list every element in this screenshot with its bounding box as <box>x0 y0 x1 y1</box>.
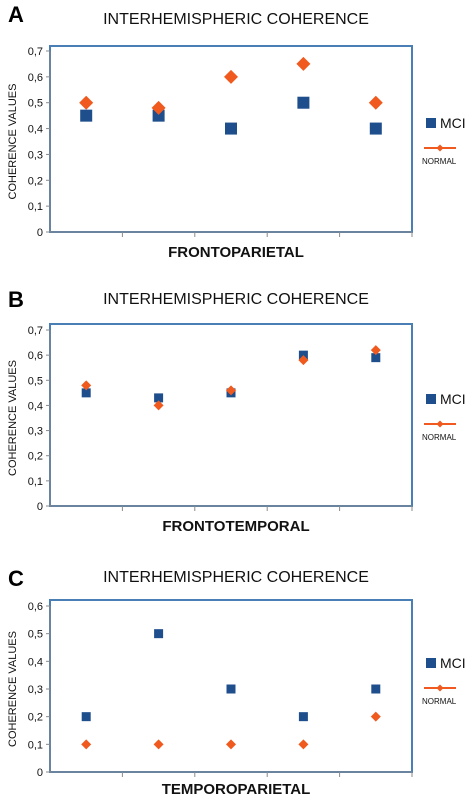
data-point-mci <box>297 96 310 109</box>
chart-panel-c: C INTERHEMISPHERIC COHERENCE 0 0,1 0,2 0,3 0,4… <box>7 566 466 798</box>
data-point-normal <box>298 739 309 750</box>
panel-label: C <box>8 566 24 591</box>
legend-marker-mci <box>426 658 436 668</box>
chart-title: INTERHEMISPHERIC COHERENCE <box>103 569 369 586</box>
y-tick-label: 0,5 <box>28 629 43 641</box>
data-point-normal <box>153 400 164 411</box>
x-axis-label: FRONTOPARIETAL <box>168 244 304 261</box>
y-tick-label: 0,4 <box>28 124 43 136</box>
data-point-mci <box>369 122 382 135</box>
legend-marker-mci <box>426 394 436 404</box>
y-tick-label: 0,2 <box>28 175 43 187</box>
data-point-mci <box>154 393 164 403</box>
y-axis-label: COHERENCE VALUES <box>7 84 19 200</box>
y-tick-label: 0,1 <box>28 201 43 213</box>
y-tick-label: 0,1 <box>28 476 43 488</box>
data-point-normal <box>153 739 164 750</box>
y-tick-label: 0,3 <box>28 684 43 696</box>
legend-marker-normal <box>436 420 444 428</box>
data-point-mci <box>225 122 237 135</box>
y-tick-label: 0 <box>37 227 43 239</box>
data-point-normal <box>370 711 381 722</box>
y-tick-label: 0,2 <box>28 712 43 724</box>
data-point-normal <box>224 69 238 84</box>
data-point-mci <box>80 109 93 122</box>
legend-label-normal: NORMAL <box>422 433 457 442</box>
chart-title: INTERHEMISPHERIC COHERENCE <box>103 11 369 28</box>
data-point-normal <box>298 355 309 366</box>
y-tick-label: 0,5 <box>28 375 43 387</box>
y-tick-label: 0,1 <box>28 739 43 751</box>
data-point-mci <box>81 712 91 722</box>
data-point-mci <box>371 684 381 694</box>
legend-marker-normal <box>436 144 444 152</box>
x-axis-label: FRONTOTEMPORAL <box>162 518 309 535</box>
data-point-mci <box>298 350 308 360</box>
legend-label-mci: MCI <box>440 655 466 671</box>
data-point-normal <box>151 100 166 115</box>
x-axis-label: TEMPOROPARIETAL <box>162 781 311 798</box>
legend-label-normal: NORMAL <box>422 697 457 706</box>
data-point-mci <box>81 388 91 398</box>
legend-label-mci: MCI <box>440 115 466 131</box>
y-tick-label: 0,6 <box>28 601 43 613</box>
y-tick-label: 0,3 <box>28 149 43 161</box>
y-tick-label: 0 <box>37 767 43 779</box>
y-tick-label: 0,2 <box>28 451 43 463</box>
y-axis-label: COHERENCE VALUES <box>7 631 19 747</box>
y-axis-label: COHERENCE VALUES <box>7 360 19 476</box>
y-tick-label: 0,7 <box>28 46 43 58</box>
data-point-normal <box>226 739 236 750</box>
chart-panel-b: B INTERHEMISPHERIC COHERENCE 0 0,1 0,2 0,3 0,4… <box>7 287 466 535</box>
data-point-normal <box>296 56 311 71</box>
chart-title: INTERHEMISPHERIC COHERENCE <box>103 291 369 308</box>
legend-label-mci: MCI <box>440 391 466 407</box>
data-point-mci <box>226 684 236 694</box>
data-point-normal <box>368 95 383 110</box>
y-tick-label: 0,5 <box>28 98 43 110</box>
y-tick-label: 0,6 <box>28 350 43 362</box>
y-tick-label: 0,4 <box>28 656 43 668</box>
data-point-normal <box>81 739 92 750</box>
plot-area-border <box>49 323 413 507</box>
y-tick-label: 0,4 <box>28 400 43 412</box>
data-point-normal <box>79 95 94 110</box>
legend-marker-mci <box>426 118 436 128</box>
data-point-normal <box>81 380 92 391</box>
y-tick-label: 0,3 <box>28 426 43 438</box>
data-point-mci <box>152 109 165 122</box>
data-point-mci <box>298 712 308 722</box>
panel-label: B <box>8 287 24 312</box>
y-tick-label: 0,7 <box>28 325 43 337</box>
data-point-normal <box>226 385 236 396</box>
panel-label: A <box>8 2 24 27</box>
legend-marker-normal <box>436 684 444 692</box>
chart-panel-a: A INTERHEMISPHERIC COHERENCE 0 0,1 0,2 0,3 0,4… <box>7 2 466 261</box>
data-point-mci <box>371 353 381 363</box>
data-point-normal <box>370 345 381 356</box>
y-tick-label: 0 <box>37 501 43 513</box>
legend-label-normal: NORMAL <box>422 157 457 166</box>
y-tick-label: 0,6 <box>28 72 43 84</box>
data-point-mci <box>154 629 164 639</box>
